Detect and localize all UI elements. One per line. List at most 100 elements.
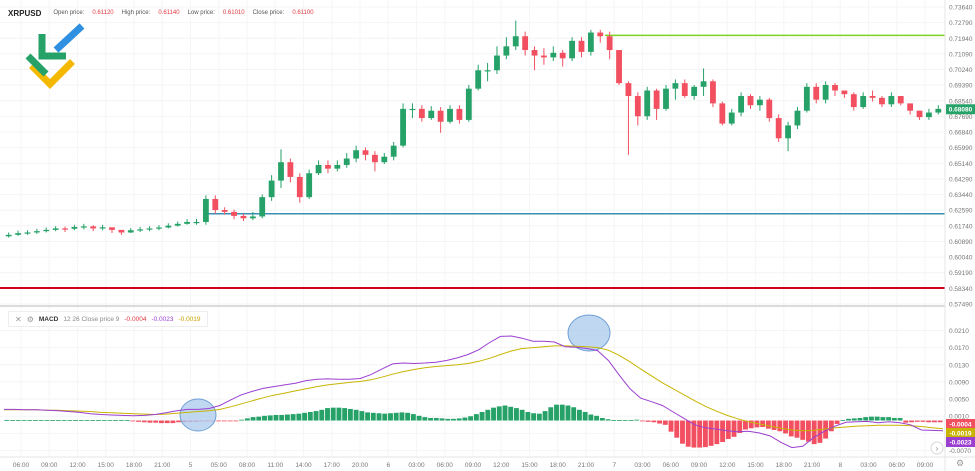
open-value: 0.61120 <box>92 10 114 16</box>
histogram-bar <box>811 420 817 445</box>
histogram-bar <box>456 418 462 421</box>
candle <box>249 211 256 221</box>
close-icon[interactable]: ✕ <box>15 314 22 324</box>
candle-body <box>897 96 904 104</box>
candle <box>860 92 867 109</box>
candle <box>400 103 406 148</box>
candle-body <box>860 96 867 108</box>
macd-value-badge-bg <box>946 419 975 429</box>
histogram-bar <box>15 420 21 421</box>
candle-body <box>587 32 594 52</box>
candle-body <box>456 108 463 120</box>
candle <box>531 46 538 71</box>
candle <box>559 50 566 67</box>
histogram-bar <box>399 412 405 421</box>
histogram-bar <box>800 420 806 440</box>
price-tick-label: 0.59190 <box>949 270 973 277</box>
histogram-bar <box>405 412 411 421</box>
histogram-bar <box>485 409 491 421</box>
histogram-bar <box>307 411 313 421</box>
current-price-badge-bg <box>946 104 975 115</box>
candle <box>193 218 200 225</box>
candle <box>174 221 181 227</box>
candle-body <box>43 229 50 232</box>
histogram-bar <box>147 420 153 423</box>
candle-body <box>156 227 162 229</box>
candle-body <box>747 96 754 106</box>
candle <box>494 46 500 74</box>
candle <box>475 64 482 91</box>
candle <box>437 107 444 133</box>
candle <box>71 224 78 231</box>
histogram-bar <box>863 417 869 421</box>
price-axis[interactable]: 0.73640 0.72790 0.71940 0.71090 0.70240 0.693… <box>949 5 973 309</box>
histogram-bar <box>668 420 674 432</box>
histogram-bar <box>868 416 874 421</box>
candle-body <box>315 164 322 174</box>
time-tick-label: 11:00 <box>267 462 283 469</box>
candle <box>33 228 40 234</box>
histogram-bar <box>554 404 559 421</box>
candle <box>672 79 679 100</box>
candle-body <box>287 162 294 177</box>
candle-body <box>700 81 707 87</box>
time-tick-label: 14:00 <box>295 462 312 469</box>
time-tick-label: 08:00 <box>239 462 256 469</box>
histogram-bar <box>296 413 302 421</box>
candle <box>926 108 932 120</box>
candle-body <box>606 36 613 51</box>
histogram-bar <box>382 413 388 421</box>
candle-body <box>306 173 313 198</box>
time-axis[interactable]: 06:00 09:00 12:00 15:00 18:00 21:00 5 05:00 08:0… <box>13 462 934 469</box>
histogram-bar <box>840 420 846 421</box>
settings-icon[interactable]: ⚙ <box>956 458 964 468</box>
candle-body <box>240 215 247 219</box>
histogram-bar <box>817 420 823 443</box>
candle <box>212 195 219 214</box>
histogram-bar <box>508 406 514 421</box>
histogram-bar <box>370 412 376 421</box>
candle <box>550 46 557 62</box>
histogram-bar <box>594 415 600 421</box>
histogram-bar <box>73 420 79 421</box>
candle <box>719 101 726 126</box>
candle-body <box>343 158 350 165</box>
gear-icon[interactable]: ⚙ <box>26 314 34 324</box>
histogram-bar <box>559 404 565 421</box>
symbol-label[interactable]: XRPUSD <box>8 8 42 18</box>
price-tick-label: 0.65140 <box>949 161 973 168</box>
histogram-bar <box>130 420 136 422</box>
candle <box>5 232 12 238</box>
histogram-bar <box>422 417 428 421</box>
candle <box>156 225 162 231</box>
highlight-circles <box>179 314 611 432</box>
histogram-bar <box>50 420 56 421</box>
candle-body <box>907 103 914 111</box>
histogram-bar <box>617 420 622 421</box>
histogram-bar <box>33 420 38 421</box>
histogram-bar <box>233 420 239 422</box>
candle <box>381 153 388 165</box>
broker-logo <box>25 23 85 89</box>
histogram-bar <box>136 420 141 422</box>
histogram-bar <box>38 420 44 421</box>
histogram-bar <box>433 417 439 421</box>
histogram-bar <box>325 408 330 421</box>
histogram-bar <box>931 420 937 423</box>
candle-body <box>52 228 59 230</box>
candle-body <box>390 145 397 157</box>
histogram-bar <box>262 415 267 421</box>
histogram-bar <box>107 420 113 421</box>
candle <box>888 92 895 108</box>
time-tick-label: 21:00 <box>578 462 595 469</box>
scroll-right-button[interactable]: › <box>930 441 944 455</box>
histogram-bar <box>743 420 748 430</box>
histogram-bar <box>244 418 250 421</box>
candle-body <box>409 108 416 111</box>
close-value: 0.61100 <box>292 10 314 16</box>
histogram-bar <box>937 420 943 423</box>
candle <box>653 88 660 120</box>
candle <box>803 83 810 113</box>
histogram-bar <box>468 416 474 421</box>
